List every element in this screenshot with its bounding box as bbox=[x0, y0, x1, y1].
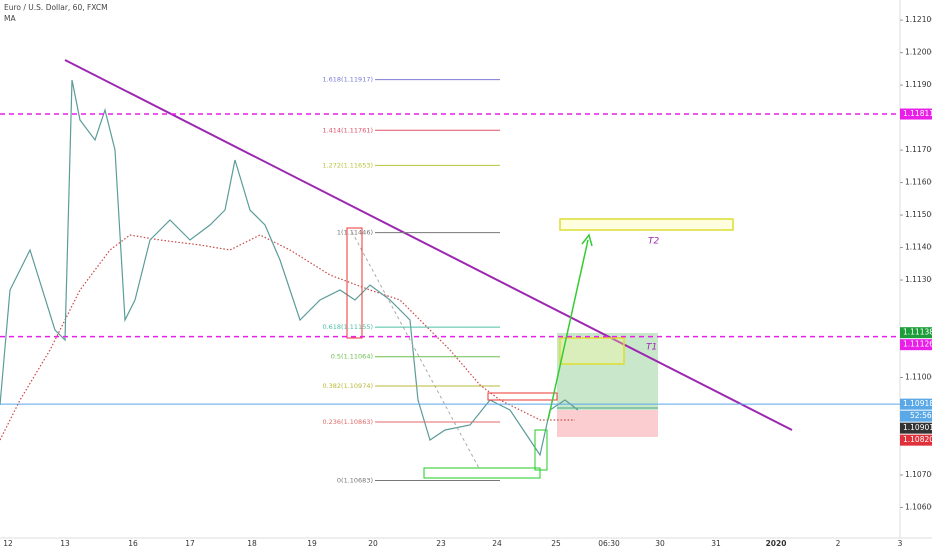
fib-label: 0.5(1.11064) bbox=[331, 353, 373, 361]
target-box bbox=[559, 218, 734, 231]
price-tag-label: 1.11138 bbox=[903, 328, 932, 337]
loss-zone bbox=[557, 410, 658, 437]
indicator: MA bbox=[4, 14, 16, 23]
x-tick-label: 20 bbox=[368, 539, 378, 548]
fib-label: 1.618(1.11917) bbox=[322, 76, 373, 84]
x-tick-label: 25 bbox=[551, 539, 561, 548]
x-tick-label: 12 bbox=[3, 539, 13, 548]
x-tick-label: 31 bbox=[711, 539, 721, 548]
moving-average bbox=[0, 234, 575, 441]
price-tag-label: 1.10901 bbox=[903, 423, 932, 432]
box bbox=[534, 429, 548, 471]
x-tick-label: 18 bbox=[247, 539, 257, 548]
fib-label: 0.236(1.10863) bbox=[322, 418, 373, 426]
price-tag-label: 1.11126 bbox=[903, 340, 932, 349]
x-tick-label: 2020 bbox=[766, 539, 787, 548]
price-tag bbox=[900, 108, 932, 120]
y-tick-label: 1.11300 bbox=[905, 275, 932, 284]
fib-label: 0(1.10683) bbox=[337, 476, 373, 484]
price-tag bbox=[900, 434, 932, 446]
annotation: T2 bbox=[648, 237, 659, 247]
price-tag bbox=[900, 398, 932, 410]
arrow-head bbox=[581, 233, 593, 247]
y-tick-label: 1.11600 bbox=[905, 178, 932, 187]
y-tick-label: 1.11400 bbox=[905, 243, 932, 252]
x-tick-label: 3 bbox=[898, 539, 903, 548]
annotation: T1 bbox=[646, 343, 657, 353]
x-tick-label: 24 bbox=[492, 539, 502, 548]
y-tick-label: 1.11700 bbox=[905, 145, 932, 154]
arrow bbox=[547, 239, 589, 421]
fib-label: 1.272(1.11653) bbox=[322, 161, 373, 169]
x-tick-label: 23 bbox=[436, 539, 446, 548]
price-tag-label: 1.10918 bbox=[903, 399, 932, 408]
x-tick-label: 16 bbox=[128, 539, 138, 548]
y-tick-label: 1.11000 bbox=[905, 373, 932, 382]
x-tick-label: 17 bbox=[185, 539, 195, 548]
target-box bbox=[559, 337, 625, 365]
fib-label: 0.618(1.11155) bbox=[322, 323, 373, 331]
box bbox=[346, 227, 363, 339]
y-tick-label: 1.12000 bbox=[905, 48, 932, 57]
x-tick-label: 06:30 bbox=[598, 539, 620, 548]
price-tag bbox=[900, 422, 932, 434]
countdown-tag bbox=[900, 410, 932, 422]
x-tick-label: 19 bbox=[307, 539, 317, 548]
y-tick-label: 1.10600 bbox=[905, 502, 932, 511]
price-line bbox=[0, 79, 579, 457]
box bbox=[423, 467, 541, 479]
fib-label: 0.382(1.10974) bbox=[322, 382, 373, 390]
x-tick-label: 2 bbox=[836, 539, 841, 548]
price-tag bbox=[900, 339, 932, 351]
y-tick-label: 1.10700 bbox=[905, 470, 932, 479]
x-tick-label: 13 bbox=[60, 539, 70, 548]
price-tag bbox=[900, 327, 932, 339]
countdown: 52:56 bbox=[910, 411, 932, 420]
price-tag-label: 1.11811 bbox=[903, 109, 932, 118]
fib-label: 1(1.11446) bbox=[337, 229, 373, 237]
box bbox=[487, 392, 558, 401]
x-tick-label: 30 bbox=[655, 539, 665, 548]
y-tick-label: 1.11900 bbox=[905, 80, 932, 89]
fib-label: 1.414(1.11761) bbox=[322, 126, 373, 134]
trend-line bbox=[64, 59, 793, 431]
y-tick-label: 1.12100 bbox=[905, 15, 932, 24]
y-tick-label: 1.11500 bbox=[905, 210, 932, 219]
price-tag-label: 1.10820 bbox=[903, 435, 932, 444]
profit-zone bbox=[557, 333, 658, 410]
symbol: Euro / U.S. Dollar, 60, FXCM bbox=[4, 3, 108, 12]
